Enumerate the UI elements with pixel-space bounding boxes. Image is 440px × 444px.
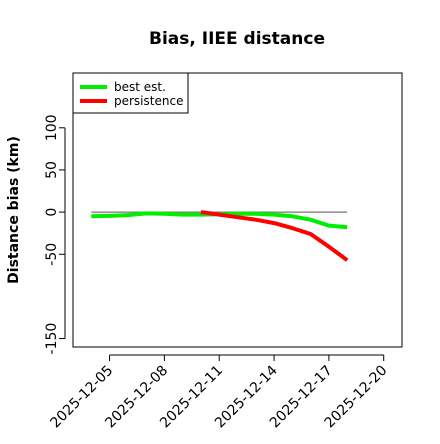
plot-frame (72, 72, 403, 348)
series-line-persistence (200, 210, 349, 262)
y-tick-label: 100 (44, 114, 60, 141)
axes: -150-500501002025-12-052025-12-082025-12… (44, 72, 403, 431)
legend-label: best est. (114, 80, 166, 94)
series-lines (91, 210, 349, 262)
legend: best est.persistence (72, 72, 189, 114)
y-tick-label: -50 (44, 243, 60, 266)
y-tick-label: 50 (44, 161, 60, 179)
legend-label: persistence (114, 94, 183, 108)
legend-box (72, 72, 189, 114)
y-tick-label: 0 (44, 208, 60, 217)
chart-title: Bias, IIEE distance (149, 29, 325, 49)
y-tick-label: -150 (44, 323, 60, 355)
y-axis-label: Distance bias (km) (6, 136, 22, 284)
